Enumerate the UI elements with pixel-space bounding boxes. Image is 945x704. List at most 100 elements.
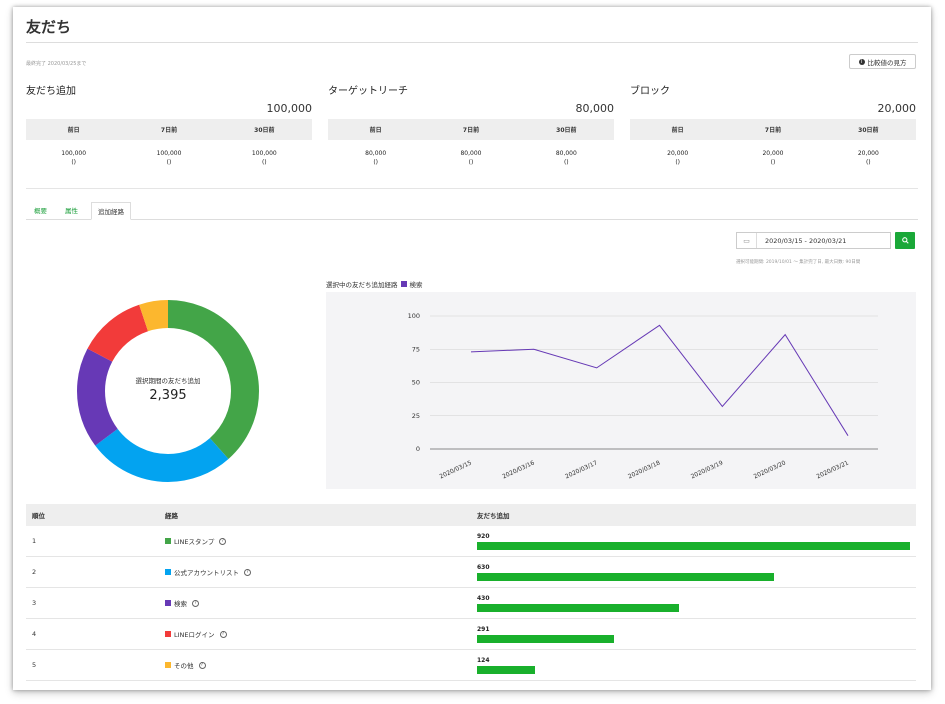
route-name: 公式アカウントリスト — [174, 569, 239, 577]
stat-total: 100,000 — [266, 102, 313, 115]
friends-added-cell: 291 — [477, 626, 910, 643]
y-tick-label: 75 — [412, 345, 420, 353]
route-cell: LINEスタンプ? — [165, 536, 227, 546]
updated-note: 最終完了 2020/03/25まで — [26, 61, 87, 67]
stat-header: 前日 7日前 30日前 — [26, 119, 312, 140]
bar-value-label: 920 — [477, 532, 490, 540]
donut-slice-5 — [77, 300, 259, 482]
stat-value-cell: 80,000 () — [328, 149, 423, 167]
bar-track — [477, 665, 910, 674]
tab-attributes[interactable]: 属性 — [65, 207, 78, 215]
header-route: 経路 — [165, 512, 178, 520]
stat-delta: () — [865, 159, 871, 166]
stat-header-cell: 30日前 — [556, 127, 577, 134]
help-icon[interactable]: ? — [192, 599, 199, 607]
tab-add-routes[interactable]: 追加経路 — [91, 202, 131, 220]
route-ranking-table: 順位 経路 友だち追加 1 LINEスタンプ? 920 2 公式アカウントリスト? 630… — [26, 504, 916, 681]
stat-header: 前日 7日前 30日前 — [630, 119, 916, 140]
route-name: LINEスタンプ — [174, 538, 215, 546]
route-name: LINEログイン — [174, 631, 215, 639]
bar-value-label: 430 — [477, 594, 490, 602]
stat-friends-added: 友だち追加 100,000 前日 7日前 30日前 100,000 () 100,… — [26, 82, 312, 167]
bar-fill — [477, 665, 536, 674]
rank-cell: 1 — [32, 537, 37, 545]
search-icon — [901, 237, 909, 244]
compare-help-button[interactable]: i 比較値の見方 — [849, 54, 916, 69]
stat-value-cell: 20,000 () — [630, 149, 725, 167]
stat-value-cell: 80,000 () — [519, 149, 614, 167]
table-row: 5 その他? 124 — [26, 650, 916, 681]
donut-chart — [77, 300, 259, 482]
series-line-search — [470, 324, 849, 436]
table-row: 1 LINEスタンプ? 920 — [26, 526, 916, 557]
line-chart: 0 25 50 75 100 2020/03/15 2020/03/16 2020/03/17… — [408, 312, 878, 480]
tab-overview[interactable]: 概要 — [34, 207, 47, 215]
x-tick-label: 2020/03/17 — [564, 459, 598, 480]
chart-legend-prefix: 選択中の友だち追加経路 — [326, 281, 398, 289]
stat-header-cell: 7日前 — [764, 127, 782, 134]
tab-bar: 概要 属性 追加経路 — [26, 202, 918, 220]
bar-fill — [477, 603, 680, 612]
stat-delta: () — [373, 159, 378, 166]
stat-value: 80,000 — [365, 150, 387, 157]
x-tick-label: 2020/03/15 — [439, 459, 473, 480]
help-icon[interactable]: ? — [219, 537, 227, 545]
route-cell: LINEログイン? — [165, 629, 227, 639]
friends-added-cell: 124 — [477, 657, 910, 674]
date-range-input[interactable]: ▭ 2020/03/15 - 2020/03/21 — [736, 232, 891, 249]
legend-swatch — [400, 281, 407, 287]
stat-delta: () — [770, 159, 776, 166]
stat-blocks: ブロック 20,000 前日 7日前 30日前 20,000 () 20,000 (… — [630, 82, 916, 167]
y-tick-label: 0 — [416, 445, 420, 453]
stat-value: 100,000 — [156, 150, 182, 157]
help-icon[interactable]: ? — [219, 630, 227, 638]
stat-value-cell: 100,000 () — [121, 149, 216, 167]
stat-delta: () — [468, 159, 474, 166]
stat-values: 20,000 () 20,000 () 20,000 () — [630, 149, 916, 167]
stat-header-cell: 30日前 — [858, 127, 879, 134]
y-tick-label: 100 — [408, 312, 420, 320]
stat-header-cell: 前日 — [67, 127, 80, 134]
bar-value-label: 630 — [477, 563, 490, 571]
stat-value-cell: 100,000 () — [26, 149, 121, 167]
stat-values: 80,000 () 80,000 () 80,000 () — [328, 149, 614, 167]
help-icon[interactable]: ? — [198, 661, 206, 669]
stat-delta: () — [563, 159, 569, 166]
stat-total: 20,000 — [877, 102, 917, 115]
stat-value-cell: 20,000 () — [821, 149, 916, 167]
x-tick-label: 2020/03/19 — [690, 459, 724, 480]
bar-fill — [477, 572, 774, 581]
stat-values: 100,000 () 100,000 () 100,000 () — [26, 149, 312, 167]
calendar-icon[interactable]: ▭ — [737, 233, 757, 248]
date-range-value: 2020/03/15 - 2020/03/21 — [765, 236, 847, 245]
stat-header-cell: 前日 — [369, 127, 382, 134]
donut-center-value: 2,395 — [149, 388, 187, 403]
table-row: 2 公式アカウントリスト? 630 — [26, 557, 916, 588]
rank-cell: 2 — [32, 568, 37, 576]
x-tick-label: 2020/03/18 — [627, 459, 661, 480]
bar-track — [477, 634, 910, 643]
bar-track — [477, 603, 910, 612]
table-header: 順位 経路 友だち追加 — [26, 504, 916, 526]
info-icon: i — [858, 58, 865, 65]
search-button[interactable] — [895, 232, 915, 249]
stat-header-cell: 7日前 — [462, 127, 480, 134]
route-cell: 公式アカウントリスト? — [165, 567, 251, 577]
chart-legend: 選択中の友だち追加経路 検索 — [326, 279, 423, 289]
y-tick-label: 50 — [412, 379, 420, 387]
stat-value: 20,000 — [857, 150, 879, 157]
stat-value-cell: 80,000 () — [423, 149, 518, 167]
bar-value-label: 124 — [477, 656, 490, 664]
stat-header: 前日 7日前 30日前 — [328, 119, 614, 140]
header-rank: 順位 — [32, 512, 45, 520]
stat-delta: () — [166, 159, 172, 166]
route-color-swatch — [165, 538, 171, 544]
bar-fill — [477, 634, 614, 643]
stat-header-cell: 7日前 — [160, 127, 178, 134]
help-icon[interactable]: ? — [244, 568, 251, 576]
route-color-swatch — [165, 600, 171, 606]
x-tick-label: 2020/03/21 — [816, 459, 850, 480]
line-chart-panel: 0 25 50 75 100 2020/03/15 2020/03/16 2020/03/17… — [326, 292, 916, 489]
bar-value-label: 291 — [477, 625, 490, 633]
stat-title: 友だち追加 — [26, 86, 76, 97]
